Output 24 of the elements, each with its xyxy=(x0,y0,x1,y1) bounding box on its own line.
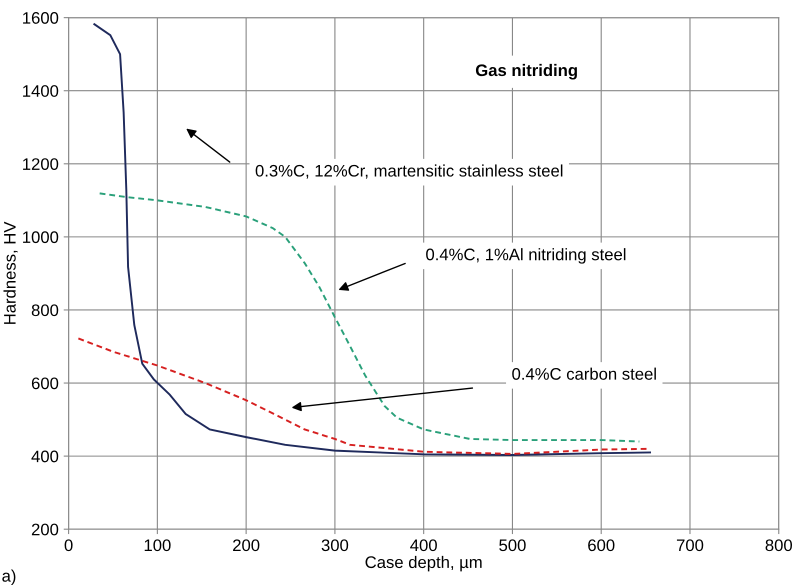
text: a) xyxy=(2,570,16,586)
x-axis-title: Case depth, µm xyxy=(366,556,482,572)
x-tick-label: 100 xyxy=(144,539,171,552)
y-tick-label: 800 xyxy=(32,304,58,316)
x-tick-label: 600 xyxy=(588,539,614,552)
y-tick-label: 1200 xyxy=(23,158,58,170)
y-axis-title: Hardness, HV xyxy=(3,222,18,324)
x-tick-label: 0 xyxy=(64,539,73,552)
annotation: 0.3%C, 12%Cr, martensitic stainless steel xyxy=(256,164,562,179)
annotation: 0.4%C, 1%Al nitriding steel xyxy=(426,248,626,264)
x-tick-label: 800 xyxy=(766,539,792,552)
x-tick-label: 300 xyxy=(322,539,348,552)
y-tick-label: 400 xyxy=(31,450,58,462)
x-tick-label: 700 xyxy=(676,539,704,552)
x-tick-label: 500 xyxy=(499,539,526,552)
y-tick-label: 1400 xyxy=(23,85,58,97)
x-tick-label: 200 xyxy=(233,539,260,552)
y-tick-label: 200 xyxy=(32,524,58,536)
y-tick-label: 1600 xyxy=(23,12,58,24)
text: Gas nitriding xyxy=(476,64,577,80)
annotation: 0.4%C carbon steel xyxy=(512,368,656,380)
y-tick-label: 1000 xyxy=(23,231,58,244)
x-tick-label: 400 xyxy=(410,539,437,552)
y-tick-label: 600 xyxy=(32,377,58,390)
